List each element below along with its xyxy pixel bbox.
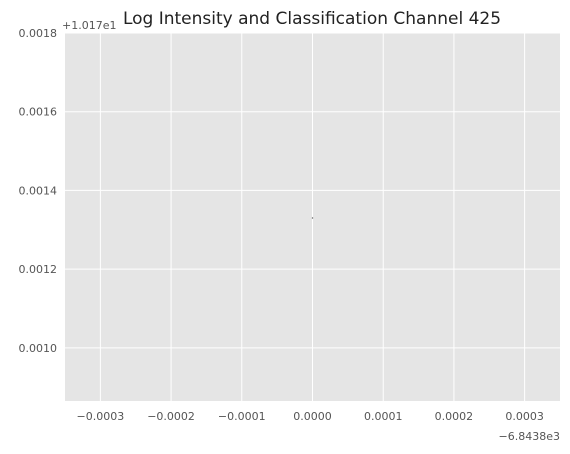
x-tick-label: −0.0003 <box>76 410 124 423</box>
x-offset-label: −6.8438e3 <box>499 430 560 443</box>
x-tick-label: 0.0002 <box>435 410 474 423</box>
grid <box>65 32 560 401</box>
y-offset-label: +1.017e1 <box>62 19 116 32</box>
x-tick-label: −0.0001 <box>218 410 266 423</box>
x-tick-label: 0.0003 <box>505 410 544 423</box>
x-tick-label: 0.0001 <box>364 410 403 423</box>
x-tick-label: −0.0002 <box>147 410 195 423</box>
x-axis: −0.0003 −0.0002 −0.0001 0.0000 0.0001 0.0002 0… <box>76 410 543 423</box>
chart-title: Log Intensity and Classification Channel… <box>123 9 501 29</box>
y-tick-label: 0.0018 <box>19 27 58 40</box>
data-point <box>311 217 314 219</box>
y-tick-label: 0.0014 <box>19 184 58 197</box>
data-points <box>311 217 314 219</box>
y-axis: 0.0010 0.0012 0.0014 0.0016 0.0018 <box>19 27 58 355</box>
y-tick-label: 0.0010 <box>19 342 58 355</box>
y-tick-label: 0.0012 <box>19 263 58 276</box>
y-tick-label: 0.0016 <box>19 106 58 119</box>
x-tick-label: 0.0000 <box>293 410 332 423</box>
